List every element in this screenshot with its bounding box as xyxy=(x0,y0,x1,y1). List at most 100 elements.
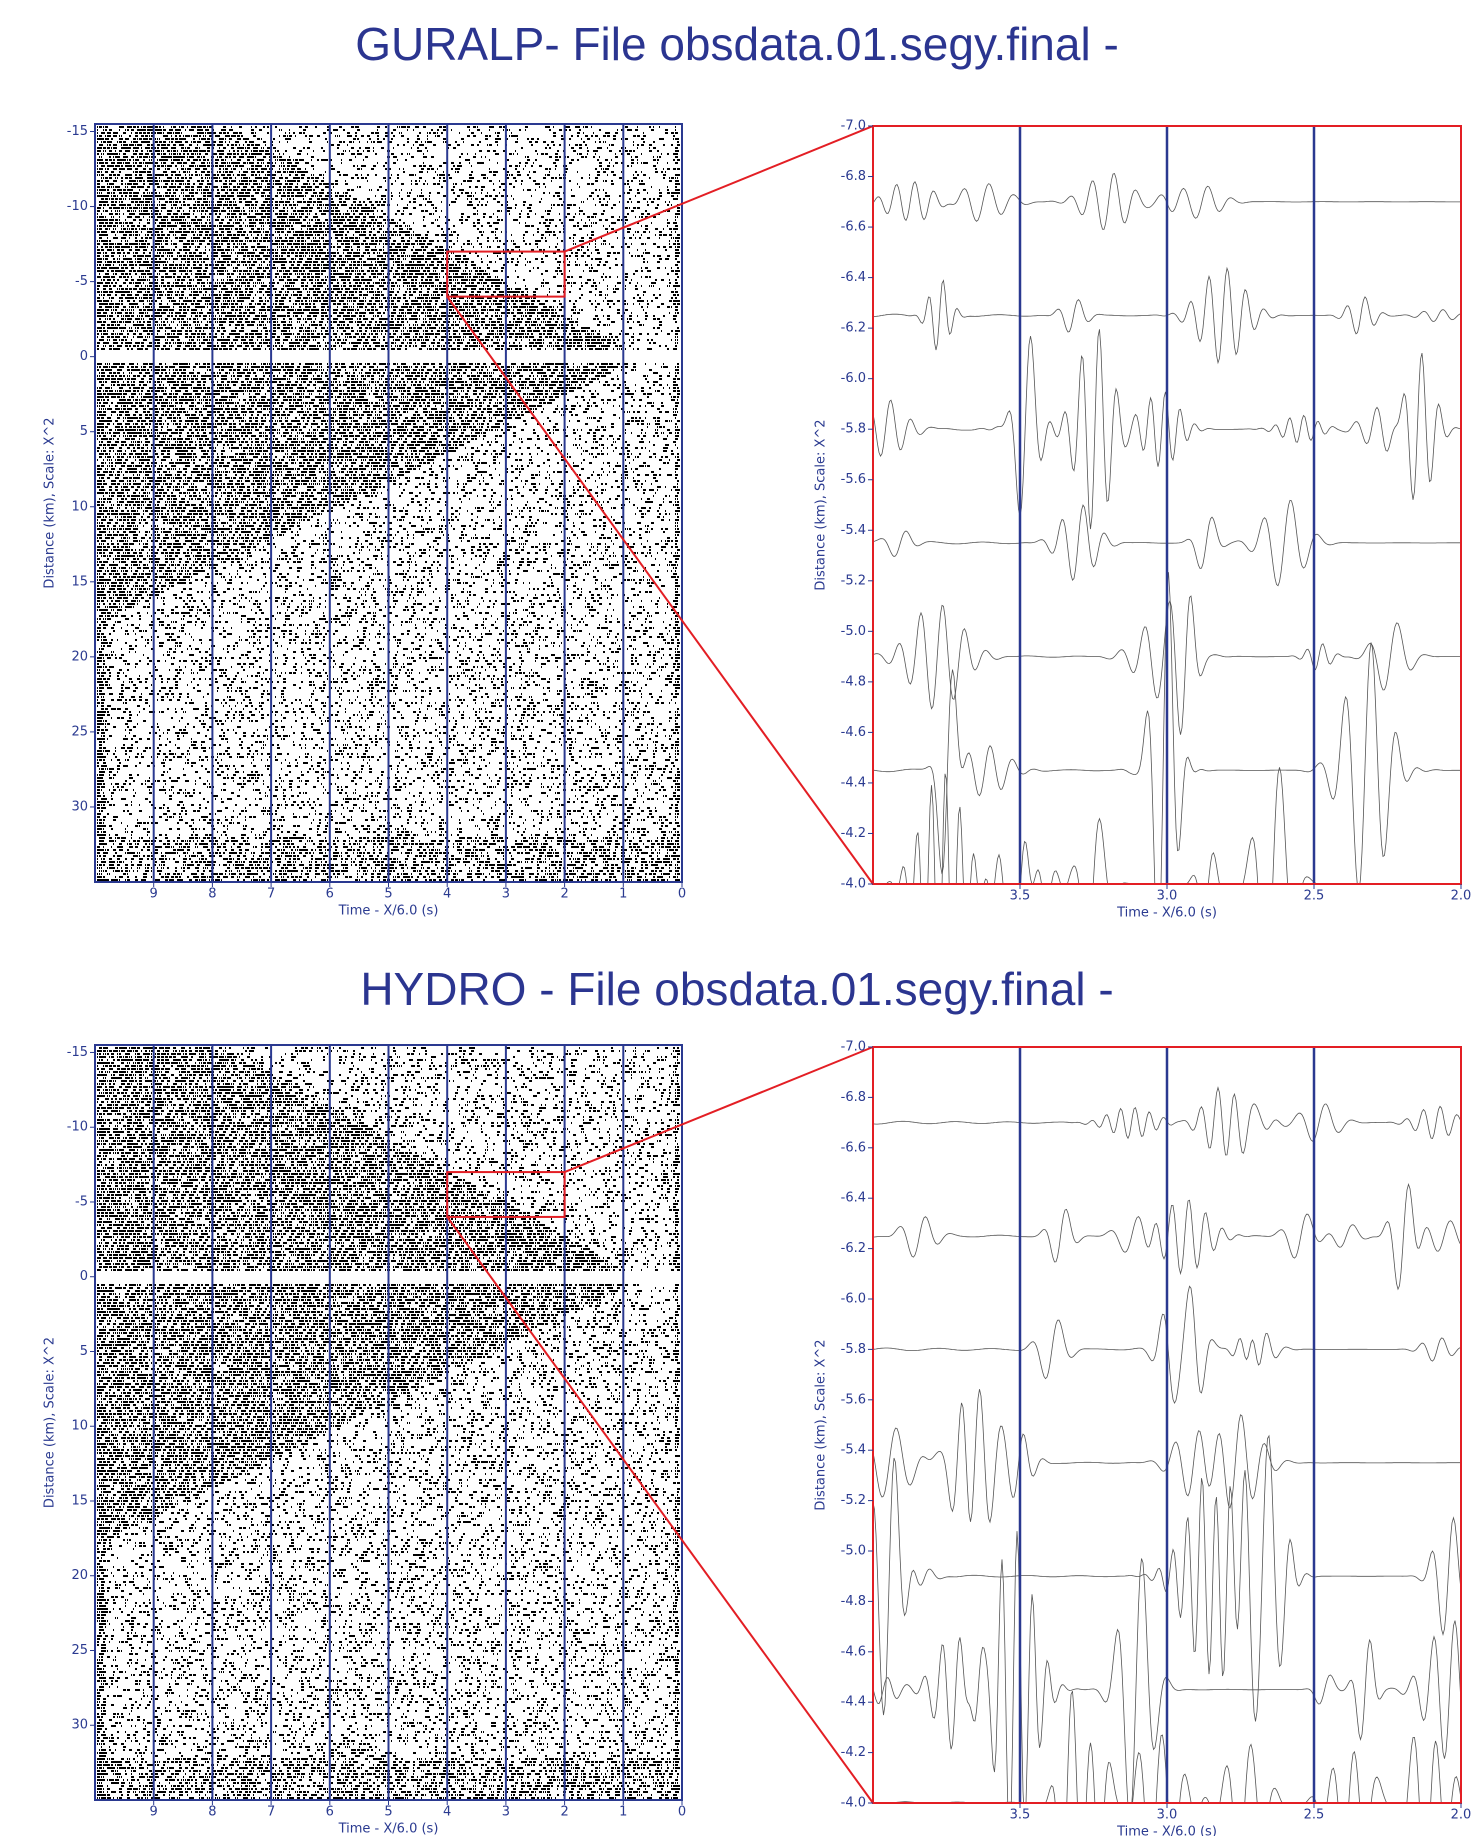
y-tick-label: 10 xyxy=(71,1419,88,1434)
seismic-trace xyxy=(99,1677,672,1679)
zoom-connector xyxy=(565,126,873,252)
seismic-trace xyxy=(97,1170,675,1172)
seismic-trace xyxy=(99,1479,667,1481)
seismic-trace xyxy=(97,702,676,704)
x-tick-label: 1 xyxy=(619,887,627,902)
seismic-trace xyxy=(97,345,677,347)
x-tick-label: 8 xyxy=(208,1805,216,1820)
y-tick-label: -6.6 xyxy=(841,1140,866,1155)
y-tick-label: -5.6 xyxy=(841,1392,866,1407)
y-axis-label: Distance (km), Scale: X^2 xyxy=(43,1337,58,1508)
y-axis-label: Distance (km), Scale: X^2 xyxy=(43,417,58,588)
y-tick-label: -5.8 xyxy=(841,422,866,437)
x-tick-label: 7 xyxy=(267,1805,275,1820)
seismic-trace xyxy=(97,321,677,323)
seismic-trace xyxy=(97,696,677,698)
seismic-trace xyxy=(97,561,677,563)
y-tick-label: -4.8 xyxy=(841,674,866,689)
y-tick-label: 5 xyxy=(80,424,88,439)
seismic-trace xyxy=(97,258,677,260)
seismic-trace xyxy=(97,1605,677,1607)
seismic-trace xyxy=(97,129,676,131)
x-tick-label: 0 xyxy=(678,1805,686,1820)
seismic-trace xyxy=(97,690,677,692)
figure: -15-10-50510152025309876543210Time - X/6… xyxy=(0,0,1475,1836)
y-tick-label: -6.2 xyxy=(841,321,866,336)
seismic-trace xyxy=(97,756,676,758)
seismic-trace xyxy=(97,1449,677,1451)
y-tick-label: 30 xyxy=(71,799,88,814)
seismic-trace xyxy=(97,1260,677,1262)
x-tick-label: 8 xyxy=(208,887,216,902)
y-tick-label: -5 xyxy=(75,1194,88,1209)
x-tick-label: 3.0 xyxy=(1157,889,1178,904)
y-tick-label: -4.6 xyxy=(841,1644,866,1659)
y-tick-label: -4.4 xyxy=(841,775,866,790)
seismic-trace xyxy=(97,126,676,128)
y-tick-label: -7.0 xyxy=(841,119,866,134)
seismic-trace xyxy=(97,417,676,419)
seismic-trace xyxy=(97,1206,676,1208)
x-tick-label: 3.5 xyxy=(1010,889,1031,904)
y-tick-label: -4.6 xyxy=(841,725,866,740)
seismic-trace xyxy=(97,1458,661,1460)
seismic-trace xyxy=(97,375,677,377)
x-tick-label: 2.0 xyxy=(1451,1808,1472,1823)
x-axis-label: Time - X/6.0 (s) xyxy=(338,904,439,919)
y-tick-label: 25 xyxy=(71,1643,88,1658)
zoom-connector xyxy=(565,1047,873,1172)
seismic-trace xyxy=(97,1293,676,1295)
y-tick-label: -4.0 xyxy=(841,1796,866,1811)
y-tick-label: 20 xyxy=(71,1568,88,1583)
x-tick-label: 2.5 xyxy=(1304,889,1325,904)
x-tick-label: 3.5 xyxy=(1010,1808,1031,1823)
x-tick-label: 5 xyxy=(384,887,392,902)
panel-title: GURALP- File obsdata.01.segy.final - xyxy=(355,18,1119,70)
seismic-trace xyxy=(97,1644,672,1646)
seismic-trace xyxy=(97,231,676,233)
y-tick-label: 15 xyxy=(71,574,88,589)
seismic-trace xyxy=(97,1068,677,1070)
y-tick-label: 25 xyxy=(71,724,88,739)
y-tick-label: -4.4 xyxy=(841,1695,866,1710)
y-tick-label: -5.0 xyxy=(841,624,866,639)
y-tick-label: -6.8 xyxy=(841,1090,866,1105)
seismic-trace xyxy=(97,414,677,416)
seismic-trace xyxy=(97,1572,676,1574)
seismic-trace xyxy=(97,1317,676,1319)
x-tick-label: 2 xyxy=(560,1805,568,1820)
traces-plot: -7.0-6.8-6.6-6.4-6.2-6.0-5.8-5.6-5.4-5.2… xyxy=(814,1040,1472,1837)
x-tick-label: 7 xyxy=(267,887,275,902)
seismic-trace xyxy=(101,1455,680,1457)
x-axis-label: Time - X/6.0 (s) xyxy=(1116,1825,1217,1837)
x-tick-label: 3.0 xyxy=(1157,1808,1178,1823)
y-tick-label: 15 xyxy=(71,1493,88,1508)
seismic-trace xyxy=(97,1614,674,1616)
seismic-trace xyxy=(97,186,677,188)
seismic-trace xyxy=(97,315,677,317)
seismic-trace xyxy=(101,1650,680,1652)
x-tick-label: 5 xyxy=(384,1805,392,1820)
seismic-trace xyxy=(97,573,677,575)
y-tick-label: -6.4 xyxy=(841,1191,866,1206)
y-tick-label: -4.2 xyxy=(841,826,866,841)
y-tick-label: -5.6 xyxy=(841,472,866,487)
y-tick-label: -5.2 xyxy=(841,1493,866,1508)
seismic-trace xyxy=(97,1101,677,1103)
seismic-trace xyxy=(97,1728,677,1730)
seismic-trace xyxy=(97,1167,677,1169)
y-tick-label: -6.0 xyxy=(841,1292,866,1307)
seismic-trace xyxy=(97,288,676,290)
x-tick-label: 2.0 xyxy=(1451,889,1472,904)
seismic-trace xyxy=(97,537,677,539)
seismic-trace xyxy=(97,636,677,638)
y-tick-label: -10 xyxy=(67,199,88,214)
seismic-trace xyxy=(101,1683,680,1685)
seismic-trace xyxy=(97,1452,668,1454)
x-tick-label: 0 xyxy=(678,887,686,902)
seismic-trace xyxy=(97,570,676,572)
y-tick-label: 30 xyxy=(71,1718,88,1733)
seismic-trace xyxy=(97,219,676,221)
y-tick-label: -5.8 xyxy=(841,1342,866,1357)
